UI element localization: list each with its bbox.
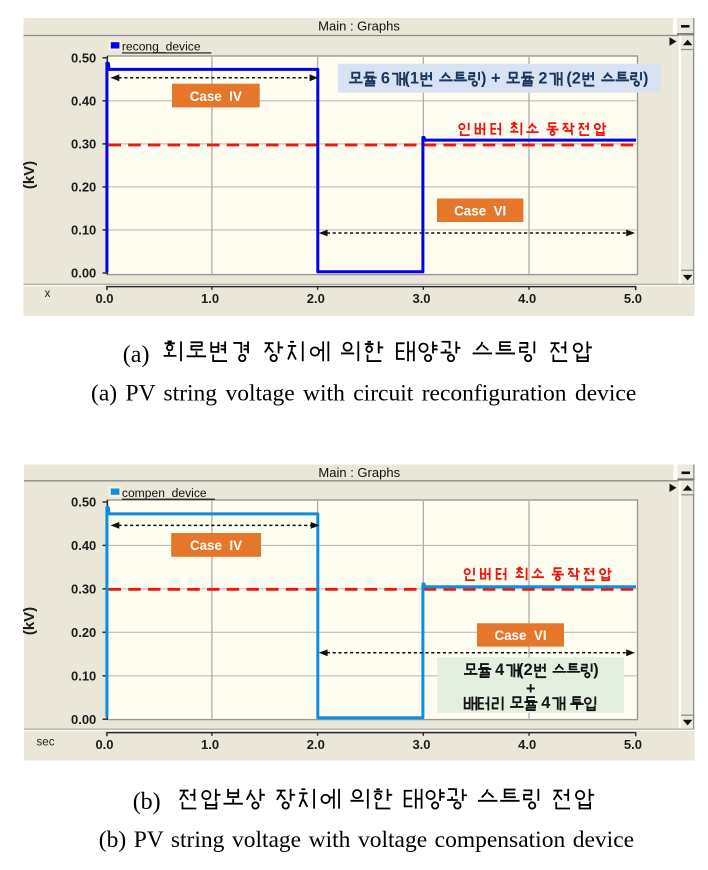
svg-text:Main : Graphs: Main : Graphs <box>318 19 400 34</box>
svg-text:4: 4 <box>537 694 551 712</box>
svg-text:2.0: 2.0 <box>307 737 325 752</box>
svg-text:recong_device: recong_device <box>122 40 201 54</box>
svg-text:0.00: 0.00 <box>71 712 96 727</box>
svg-text:2: 2 <box>572 69 581 87</box>
svg-text:3.0: 3.0 <box>412 291 430 306</box>
svg-text:2.0: 2.0 <box>307 291 325 306</box>
svg-text:(: ( <box>562 69 573 87</box>
svg-text:(: ( <box>404 69 410 87</box>
svg-text:) +: ) + <box>481 69 505 87</box>
svg-text:compen_device: compen_device <box>122 486 207 500</box>
svg-text:0.40: 0.40 <box>71 94 96 109</box>
svg-text:(a) PV string voltage with cir: (a) PV string voltage with circuit recon… <box>91 381 636 407</box>
svg-text:(: ( <box>518 661 524 679</box>
svg-text:(kV): (kV) <box>21 607 38 635</box>
svg-text:0.20: 0.20 <box>71 180 96 195</box>
svg-text:5.0: 5.0 <box>624 737 642 752</box>
svg-text:0.50: 0.50 <box>71 495 96 510</box>
svg-text:Main : Graphs: Main : Graphs <box>318 465 400 480</box>
svg-text:(kV): (kV) <box>21 161 38 189</box>
svg-text:1.0: 1.0 <box>201 737 219 752</box>
svg-text:Case IV: Case IV <box>190 89 242 104</box>
svg-text:6: 6 <box>376 69 390 87</box>
svg-text:5.0: 5.0 <box>624 291 642 306</box>
svg-text:0.00: 0.00 <box>71 266 96 281</box>
svg-text:3.0: 3.0 <box>412 737 430 752</box>
svg-text:Case VI: Case VI <box>494 628 546 643</box>
svg-text:0.30: 0.30 <box>71 582 96 597</box>
svg-text:0.20: 0.20 <box>71 625 96 640</box>
svg-text:0.40: 0.40 <box>71 538 96 553</box>
svg-text:0.0: 0.0 <box>95 291 113 306</box>
svg-text:sec: sec <box>37 737 55 749</box>
svg-text:(b) PV string voltage with vol: (b) PV string voltage with voltage compe… <box>99 827 634 853</box>
svg-text:0.10: 0.10 <box>71 669 96 684</box>
svg-text:): ) <box>643 69 648 87</box>
svg-text:0.0: 0.0 <box>95 737 113 752</box>
svg-text:x: x <box>45 288 51 300</box>
svg-text:4: 4 <box>491 661 505 679</box>
svg-text:0.30: 0.30 <box>71 137 96 152</box>
svg-text:0.10: 0.10 <box>71 223 96 238</box>
svg-text:1.0: 1.0 <box>201 291 219 306</box>
svg-text:Case IV: Case IV <box>190 538 242 553</box>
svg-text:4.0: 4.0 <box>518 737 536 752</box>
svg-text:2: 2 <box>524 661 533 679</box>
svg-text:(a): (a) <box>123 342 150 368</box>
svg-text:(b): (b) <box>133 789 161 815</box>
svg-text:0.50: 0.50 <box>71 51 96 66</box>
svg-text:+: + <box>526 680 536 698</box>
svg-text:): ) <box>593 661 598 679</box>
svg-text:4.0: 4.0 <box>518 291 536 306</box>
svg-text:1: 1 <box>410 69 419 87</box>
svg-text:Case VI: Case VI <box>454 203 506 218</box>
svg-text:2: 2 <box>534 69 548 87</box>
